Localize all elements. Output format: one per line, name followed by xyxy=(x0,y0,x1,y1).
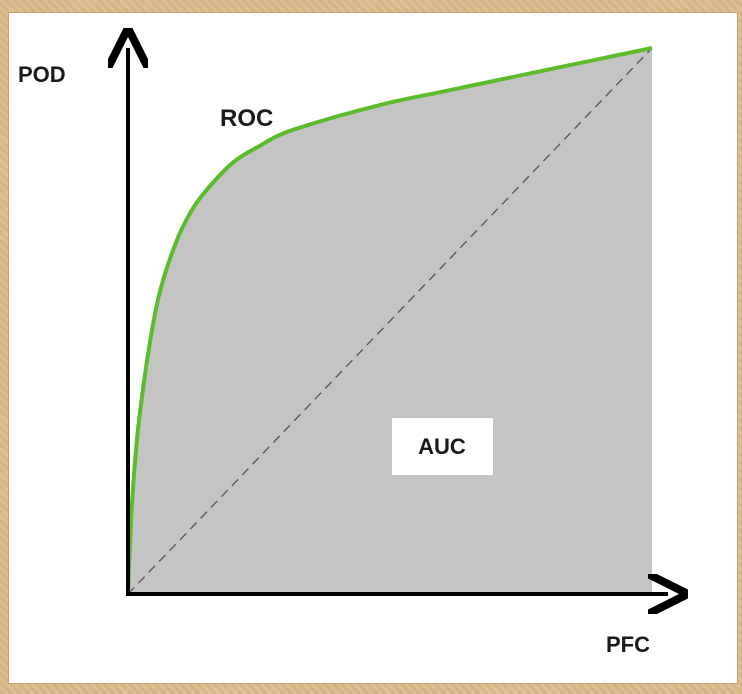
auc-label: AUC xyxy=(418,434,466,459)
auc-label-box xyxy=(392,418,493,475)
roc-curve xyxy=(126,46,653,595)
x-axis-label: PFC xyxy=(606,632,650,657)
roc-series-label: ROC xyxy=(220,105,273,132)
y-axis-label: POD xyxy=(18,62,66,87)
chance-diagonal-line xyxy=(127,47,653,595)
